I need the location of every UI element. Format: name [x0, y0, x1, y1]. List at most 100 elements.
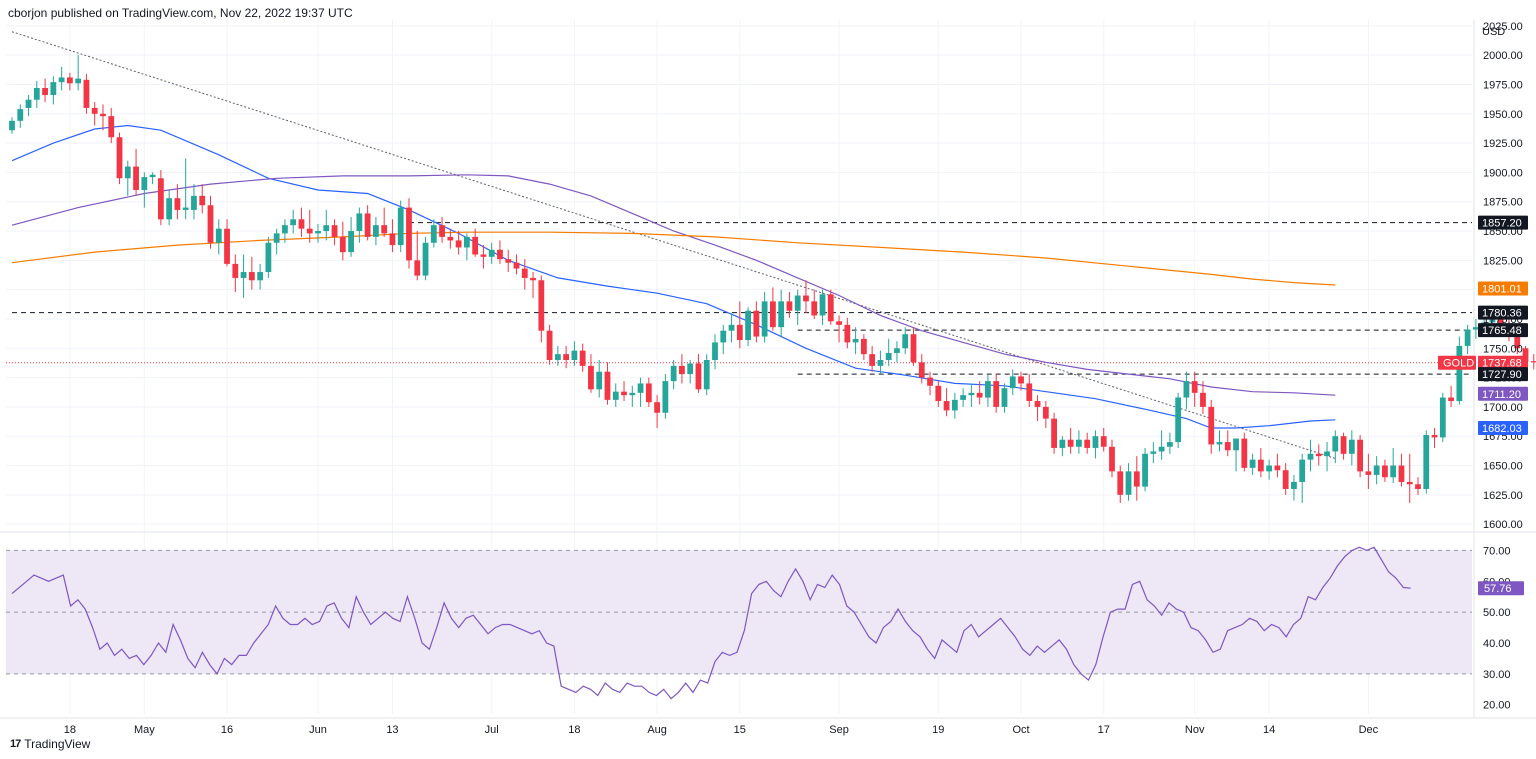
rsi-tick-label: 50.00 — [1483, 607, 1511, 619]
candle-body — [273, 233, 280, 243]
candle — [1224, 430, 1231, 457]
candle — [1208, 399, 1215, 454]
time-tick-label: May — [134, 724, 155, 736]
candle-body — [761, 301, 768, 337]
price-tick-label: 1925.00 — [1483, 138, 1523, 150]
candle — [331, 219, 338, 246]
price-tick-label: 1600.00 — [1483, 519, 1523, 531]
tradingview-footer[interactable]: 17 TradingView — [10, 737, 90, 751]
candle — [579, 343, 586, 372]
candle-body — [83, 79, 90, 108]
candle — [282, 219, 288, 243]
candle-body — [960, 395, 967, 400]
candle — [546, 324, 553, 365]
candle — [240, 254, 247, 298]
candle-body — [1067, 439, 1074, 447]
candle — [860, 334, 867, 360]
candle-body — [695, 363, 702, 390]
candle-body — [1200, 392, 1206, 407]
candle-body — [1109, 446, 1115, 472]
candle — [257, 263, 264, 290]
time-tick-label: Dec — [1359, 724, 1379, 736]
candle — [1092, 430, 1099, 459]
candle — [1166, 432, 1173, 454]
candle — [1431, 428, 1438, 448]
candle-body — [786, 301, 793, 311]
candle — [1125, 463, 1132, 501]
candle — [215, 219, 222, 255]
candle-body — [315, 231, 321, 234]
candle — [803, 280, 809, 314]
time-tick-label: Sep — [829, 724, 849, 736]
price-tag-box — [1478, 355, 1528, 370]
candle-body — [1307, 453, 1314, 460]
candle-body — [149, 174, 156, 178]
price-tick-label: 1900.00 — [1483, 167, 1523, 179]
candle-body — [463, 236, 470, 248]
candle-body — [33, 88, 40, 100]
candle — [207, 195, 214, 249]
price-tag-label: 1727.90 — [1482, 369, 1522, 381]
candle — [869, 345, 876, 372]
candle-body — [50, 82, 57, 96]
rsi-tick-label: 40.00 — [1483, 638, 1511, 650]
candle — [1133, 456, 1140, 501]
candle-body — [579, 350, 586, 366]
candle-body — [480, 254, 487, 257]
candle-body — [1464, 329, 1471, 346]
candle-body — [1059, 439, 1066, 448]
candle-body — [1398, 465, 1405, 482]
time-tick-label: 14 — [1263, 724, 1275, 736]
candle-body — [1514, 334, 1521, 349]
candle — [1142, 447, 1148, 492]
time-tick-label: 18 — [64, 724, 76, 736]
candle-body — [207, 205, 214, 243]
candle — [315, 224, 321, 243]
rsi-line — [11, 546, 1411, 700]
price-tag: 1727.90 — [1478, 367, 1528, 382]
rsi-tick-label: 20.00 — [1483, 700, 1511, 712]
candle-body — [472, 236, 479, 255]
candle — [248, 256, 255, 290]
candle-body — [298, 219, 305, 229]
price-tag-box — [1478, 420, 1528, 435]
candle-body — [679, 365, 685, 375]
candle — [1315, 444, 1322, 466]
candle — [794, 289, 801, 325]
candle — [927, 371, 933, 396]
candle — [157, 170, 164, 226]
candle — [1373, 456, 1380, 485]
price-tag: 1711.20 — [1478, 386, 1528, 401]
candle-body — [265, 242, 272, 273]
candle — [885, 338, 892, 366]
candle — [1530, 354, 1536, 370]
candle — [364, 205, 371, 241]
candle — [17, 104, 24, 128]
candle-body — [712, 342, 718, 360]
candle — [1324, 442, 1330, 472]
candle — [902, 327, 909, 355]
candle-body — [720, 330, 727, 343]
price-pane — [0, 20, 1536, 719]
candle-body — [1051, 418, 1057, 448]
candle — [149, 172, 156, 185]
candle — [1390, 447, 1397, 484]
candle-body — [1125, 471, 1132, 495]
candle — [877, 350, 884, 375]
rsi-tick-label: 70.00 — [1483, 545, 1511, 557]
candle — [91, 102, 98, 126]
candle-body — [530, 277, 536, 281]
candle — [265, 236, 272, 278]
candle — [951, 392, 958, 419]
candle — [439, 216, 445, 243]
candle-body — [257, 272, 264, 281]
candle-body — [554, 354, 561, 360]
candle-body — [1291, 481, 1297, 489]
time-tick-label: Nov — [1185, 724, 1205, 736]
candle-body — [1142, 453, 1148, 487]
candle-body — [75, 78, 82, 84]
candle — [530, 272, 536, 298]
price-tag-box — [1478, 281, 1528, 296]
candle — [1348, 430, 1355, 466]
